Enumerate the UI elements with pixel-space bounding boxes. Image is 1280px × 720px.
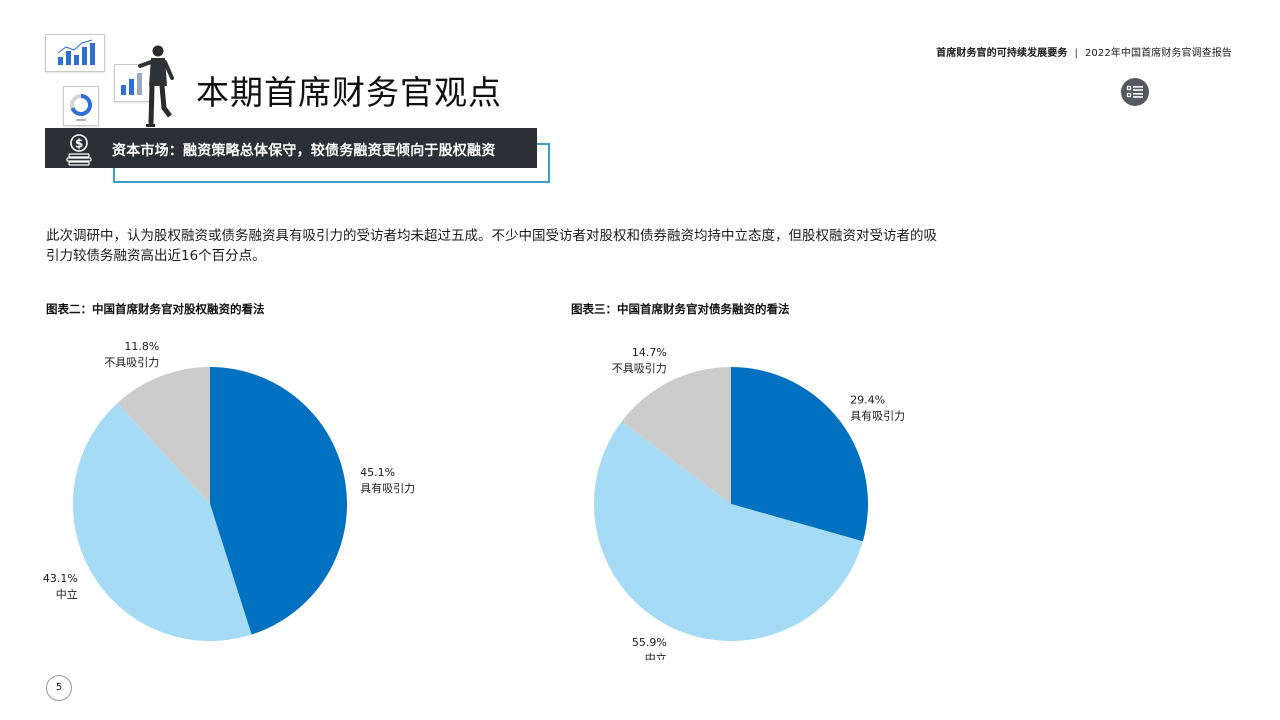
report-header: 首席财务官的可持续发展要务 | 2022年中国首席财务官调查报告	[936, 44, 1232, 59]
page-number: 5	[46, 675, 72, 701]
pie-slice-unattractive	[117, 367, 210, 504]
chart-title-debt: 图表三：中国首席财务官对债务融资的看法	[571, 302, 790, 316]
data-label-category: 中立	[56, 587, 78, 601]
donut-card-icon	[63, 86, 99, 126]
body-paragraph: 此次调研中，认为股权融资或债务融资具有吸引力的受访者均未超过五成。不少中国受访者…	[46, 228, 937, 264]
svg-text:$: $	[75, 137, 83, 151]
data-label-category: 中立	[645, 651, 667, 660]
data-label-category: 不具吸引力	[104, 355, 159, 369]
data-label-value: 45.1%	[360, 466, 395, 479]
pie-slice-attractive	[731, 367, 869, 542]
column-chart-card-icon	[114, 64, 152, 102]
pie-slice-unattractive	[621, 367, 731, 504]
dollar-coins-icon: $	[62, 132, 96, 166]
pie-slice-attractive	[210, 367, 348, 635]
data-label-category: 具有吸引力	[850, 408, 905, 422]
pie-chart-equity: 45.1% 具有吸引力 43.1% 中立 11.8% 不具吸引力	[43, 340, 415, 642]
person-figure	[138, 44, 178, 130]
data-label-category: 不具吸引力	[612, 361, 667, 375]
data-label-attractive: 45.1% 具有吸引力	[360, 466, 415, 495]
data-label-value: 11.8%	[124, 340, 159, 353]
data-label-value: 29.4%	[850, 393, 885, 406]
data-label-neutral: 55.9% 中立	[632, 636, 667, 660]
report-title: 2022年中国首席财务官调查报告	[1084, 48, 1232, 59]
data-label-attractive: 29.4% 具有吸引力	[850, 393, 905, 422]
menu-button[interactable]	[1121, 78, 1149, 106]
header-illustration	[44, 34, 184, 130]
banner-text: 资本市场：融资策略总体保守，较债务融资更倾向于股权融资	[112, 143, 496, 159]
report-topic: 首席财务官的可持续发展要务	[936, 48, 1068, 59]
list-icon	[1126, 85, 1143, 98]
bar-chart-card-icon	[45, 34, 105, 72]
data-label-neutral: 43.1% 中立	[43, 572, 78, 601]
data-label-value: 43.1%	[43, 572, 78, 585]
pie-slice-neutral	[594, 421, 863, 641]
pie-chart-debt: 29.4% 具有吸引力 55.9% 中立 14.7% 不具吸引力	[594, 346, 905, 660]
data-label-value: 14.7%	[632, 346, 667, 359]
data-label-value: 55.9%	[632, 636, 667, 649]
header-separator: |	[1074, 48, 1078, 59]
data-label-unattractive: 14.7% 不具吸引力	[612, 346, 667, 375]
chart-title-equity: 图表二：中国首席财务官对股权融资的看法	[46, 302, 265, 316]
data-label-category: 具有吸引力	[360, 481, 415, 495]
page-title: 本期首席财务官观点	[196, 73, 502, 112]
data-label-unattractive: 11.8% 不具吸引力	[104, 340, 159, 369]
section-banner	[45, 128, 537, 168]
pie-slice-neutral	[72, 402, 252, 642]
